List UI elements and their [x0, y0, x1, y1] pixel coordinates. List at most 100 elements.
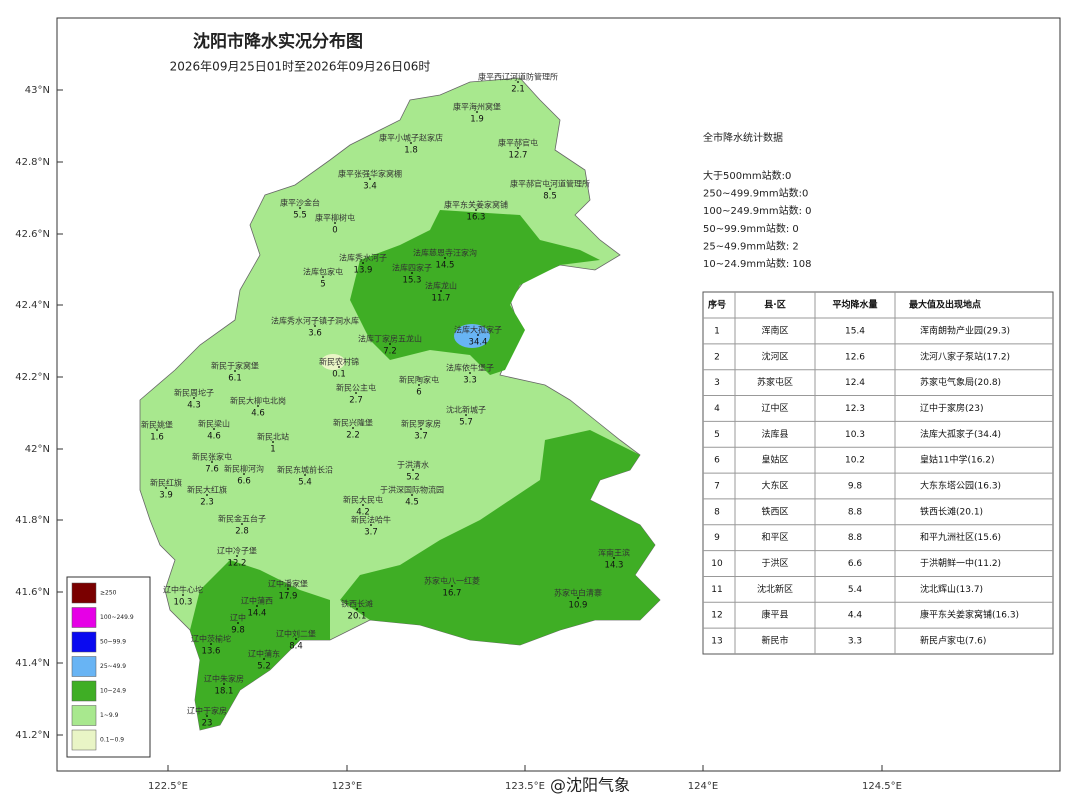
- legend-swatch: [71, 656, 97, 677]
- rain-zone-25-50: [454, 324, 490, 348]
- station-value: 13.6: [202, 647, 221, 657]
- lon-label: 124°E: [688, 781, 718, 792]
- station-value: 2.8: [235, 527, 249, 537]
- station-name: 法库大孤家子: [454, 325, 502, 335]
- station-dot: [412, 469, 414, 471]
- table-cell: 浑南朗勃产业园(29.3): [920, 324, 1010, 336]
- lon-label: 122.5°E: [148, 781, 188, 792]
- rain-zone-10-25: [350, 210, 600, 375]
- legend-swatch: [71, 607, 97, 628]
- station-name: 沈北新城子: [446, 405, 486, 415]
- table-cell: 3: [714, 378, 720, 388]
- station-name: 新民大民屯: [343, 495, 383, 505]
- station-value: 7.6: [205, 465, 219, 475]
- station-name: 辽中冷子堡: [217, 546, 257, 556]
- station-dot: [210, 643, 212, 645]
- station-value: 1.9: [470, 115, 484, 125]
- table-cell: 于洪朝鲜一中(11.2): [920, 557, 1001, 569]
- station-dot: [206, 494, 208, 496]
- lat-label: 42.6°N: [15, 229, 50, 240]
- station-value: 4.6: [251, 409, 265, 419]
- table-cell: 11: [711, 585, 722, 595]
- station-value: 4.2: [356, 508, 370, 518]
- table-cell: 大东东塔公园(16.3): [920, 480, 1001, 492]
- station-dot: [299, 207, 301, 209]
- station-value: 16.7: [443, 589, 462, 599]
- station-value: 10.9: [569, 601, 588, 611]
- station-name: 法库丁家房五龙山: [358, 334, 422, 344]
- station-dot: [165, 487, 167, 489]
- station-name: 于洪深国际物流园: [380, 485, 444, 495]
- station-dot: [355, 392, 357, 394]
- table-cell: 10.2: [845, 456, 865, 466]
- station-name: 辽中刘二堡: [276, 629, 316, 639]
- station-name: 法库秀水河子镇子洞水库: [271, 316, 359, 326]
- station-name: 辽中朱家房: [204, 674, 244, 684]
- stats-line: 50~99.9mm站数: 0: [703, 222, 799, 235]
- station-name: 苏家屯八一红菱: [424, 576, 480, 586]
- station-value: 3.4: [363, 182, 377, 192]
- table-cell: 和平区: [761, 532, 788, 543]
- table-cell: 6.6: [848, 559, 863, 569]
- station-name: 新民兴隆堡: [333, 418, 373, 428]
- station-name: 浑南王滨: [598, 548, 630, 558]
- station-dot: [469, 372, 471, 374]
- station-value: 12.7: [509, 151, 528, 161]
- station-name: 新民姚堡: [141, 420, 173, 430]
- table-cell: 12.6: [845, 352, 865, 362]
- lat-label: 42.2°N: [15, 372, 50, 383]
- station-value: 17.9: [279, 592, 298, 602]
- station-value: 9.8: [231, 626, 245, 636]
- legend-swatch: [71, 729, 97, 751]
- station-dot: [613, 557, 615, 559]
- stats-line: 10~24.9mm站数: 108: [703, 257, 812, 270]
- station-value: 1: [270, 445, 275, 455]
- rain-zone-0-1: [321, 354, 345, 370]
- station-name: 新民周坨子: [174, 388, 214, 398]
- station-dot: [420, 428, 422, 430]
- legend-label: 50~99.9: [100, 639, 126, 646]
- station-dot: [477, 334, 479, 336]
- station-dot: [193, 397, 195, 399]
- station-value: 13.9: [354, 266, 373, 276]
- station-value: 5.2: [257, 662, 271, 672]
- station-dot: [156, 429, 158, 431]
- station-dot: [369, 178, 371, 180]
- station-dot: [314, 325, 316, 327]
- station-dot: [322, 276, 324, 278]
- station-name: 新民金五台子: [218, 514, 266, 524]
- station-value: 0: [332, 226, 337, 236]
- station-value: 14.3: [605, 561, 624, 571]
- station-name: 新民柳河沟: [224, 464, 264, 474]
- station-dot: [211, 461, 213, 463]
- station-name: 法库依牛堡子: [446, 363, 494, 373]
- station-dot: [236, 555, 238, 557]
- station-value: 7.2: [383, 347, 397, 357]
- station-name: 新民大红旗: [187, 485, 227, 495]
- table-cell: 皇姑11中学(16.2): [920, 454, 995, 466]
- station-value: 8.4: [289, 642, 303, 652]
- station-dot: [440, 290, 442, 292]
- station-value: 5.7: [459, 418, 473, 428]
- lat-label: 41.2°N: [15, 730, 50, 741]
- station-dot: [389, 343, 391, 345]
- station-name: 康平柳树屯: [315, 213, 355, 223]
- station-value: 1.8: [404, 146, 418, 156]
- table-cell: 7: [714, 482, 720, 492]
- station-dot: [577, 597, 579, 599]
- station-name: 康平西辽河道防管理所: [478, 72, 558, 82]
- station-value: 5: [320, 280, 325, 290]
- station-name: 新民农村锦: [319, 357, 359, 367]
- legend-label: 10~24.9: [100, 688, 126, 695]
- station-value: 2.3: [200, 498, 214, 508]
- station-name: 辽中牛心坨: [163, 585, 203, 595]
- station-value: 2.2: [346, 431, 360, 441]
- station-dot: [263, 658, 265, 660]
- station-value: 15.3: [403, 276, 422, 286]
- station-name: 法库慈恩寺汪家沟: [413, 248, 477, 258]
- station-dot: [334, 222, 336, 224]
- station-value: 8.5: [543, 192, 557, 202]
- station-value: 10.3: [174, 598, 193, 608]
- station-dot: [444, 257, 446, 259]
